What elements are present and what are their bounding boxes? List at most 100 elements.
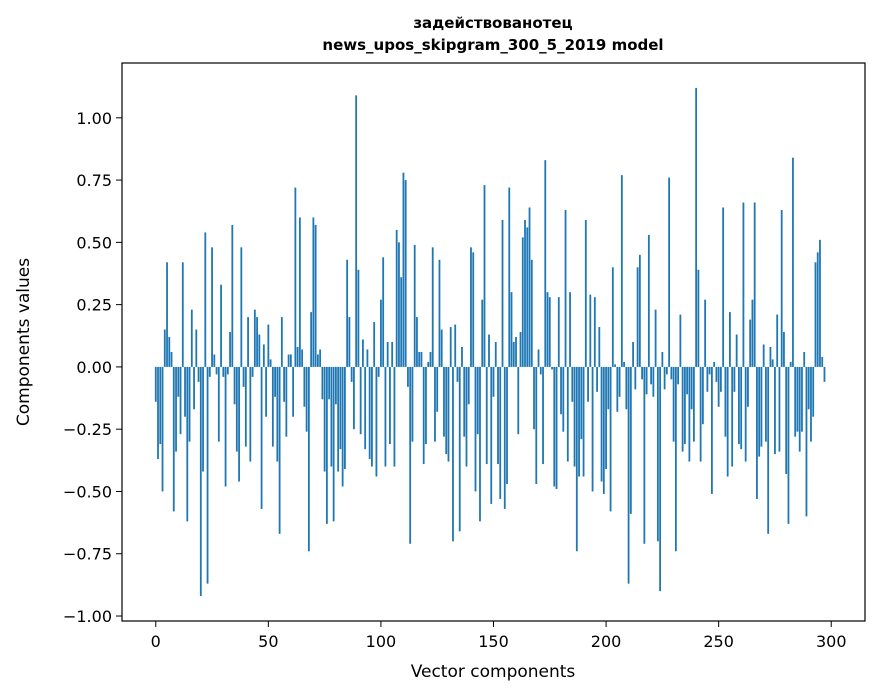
bar	[492, 366, 495, 397]
bar	[641, 366, 643, 380]
bar	[650, 366, 653, 385]
bar	[170, 351, 173, 367]
bar	[314, 224, 317, 367]
bar	[780, 209, 783, 367]
bar	[479, 366, 481, 522]
bar	[713, 361, 716, 367]
bar	[677, 366, 680, 385]
bar	[215, 366, 218, 375]
bar	[672, 366, 675, 442]
bars-group	[154, 87, 826, 597]
bar	[724, 366, 727, 437]
bar	[767, 366, 770, 534]
bar	[434, 366, 436, 442]
bar	[296, 346, 299, 367]
bar	[749, 319, 752, 367]
bar	[166, 262, 168, 367]
bar	[391, 342, 394, 367]
bar	[620, 175, 623, 367]
bar	[269, 359, 272, 367]
bar	[447, 366, 450, 462]
plot-frame	[121, 62, 866, 622]
bar	[258, 334, 261, 367]
bar	[591, 366, 594, 492]
bar	[251, 366, 254, 377]
bar	[569, 292, 571, 367]
bar	[688, 366, 691, 462]
bar	[692, 366, 695, 442]
bar	[240, 247, 243, 367]
bar	[517, 366, 520, 435]
bar	[783, 332, 785, 367]
bar	[785, 366, 788, 475]
bar	[472, 252, 475, 367]
bar	[616, 366, 619, 412]
bar	[803, 351, 806, 367]
bar	[226, 366, 229, 375]
bar	[661, 351, 664, 367]
bar	[717, 366, 720, 407]
bar	[224, 366, 227, 487]
bar	[679, 314, 682, 367]
bar	[708, 366, 711, 375]
bar	[704, 299, 707, 367]
bar	[720, 366, 722, 392]
bar	[346, 259, 349, 367]
bar	[805, 366, 808, 517]
bar	[794, 366, 797, 437]
bar	[380, 299, 382, 367]
y-axis-ticks: −1.00 −0.75 −0.50 −0.25 0.00 0.25 0.50 0.75 1.00	[63, 109, 122, 626]
bar	[715, 366, 718, 382]
bar	[154, 366, 157, 402]
bar	[756, 366, 758, 499]
bar	[195, 329, 198, 367]
bar	[334, 366, 337, 405]
y-tick-label: −0.25	[63, 420, 112, 439]
bar	[605, 366, 607, 470]
bar	[555, 366, 558, 489]
bar	[163, 329, 166, 367]
bar	[368, 366, 371, 460]
x-tick-label: 150	[478, 632, 509, 651]
bar	[213, 354, 216, 367]
bar	[337, 366, 340, 472]
bar	[530, 259, 533, 367]
bar	[319, 349, 322, 367]
bar	[332, 366, 335, 522]
bar	[600, 366, 603, 482]
bar	[580, 366, 583, 440]
bar	[206, 366, 209, 584]
bar	[683, 366, 686, 445]
bar	[611, 267, 614, 367]
bar	[823, 366, 826, 382]
bar	[312, 217, 315, 367]
bar	[740, 366, 743, 450]
bar	[179, 366, 182, 435]
bar	[211, 247, 213, 367]
bar	[609, 366, 612, 512]
bar	[217, 366, 220, 442]
bar	[202, 366, 204, 472]
bar	[287, 354, 290, 367]
bar	[289, 354, 292, 367]
bar	[393, 366, 396, 467]
bar	[539, 366, 542, 375]
bar	[494, 342, 497, 367]
bar	[161, 366, 164, 492]
x-tick-label: 100	[366, 632, 397, 651]
bar	[427, 361, 430, 367]
bar	[789, 361, 792, 367]
bar	[465, 366, 468, 467]
bar	[798, 366, 801, 452]
bar	[643, 366, 646, 544]
bar	[814, 262, 817, 367]
bar	[584, 219, 587, 367]
bar	[731, 366, 734, 467]
bar	[578, 366, 580, 477]
bar	[596, 366, 598, 392]
bar	[602, 366, 605, 494]
bar	[627, 366, 630, 584]
x-tick-label: 50	[258, 632, 278, 651]
bar	[377, 366, 380, 377]
